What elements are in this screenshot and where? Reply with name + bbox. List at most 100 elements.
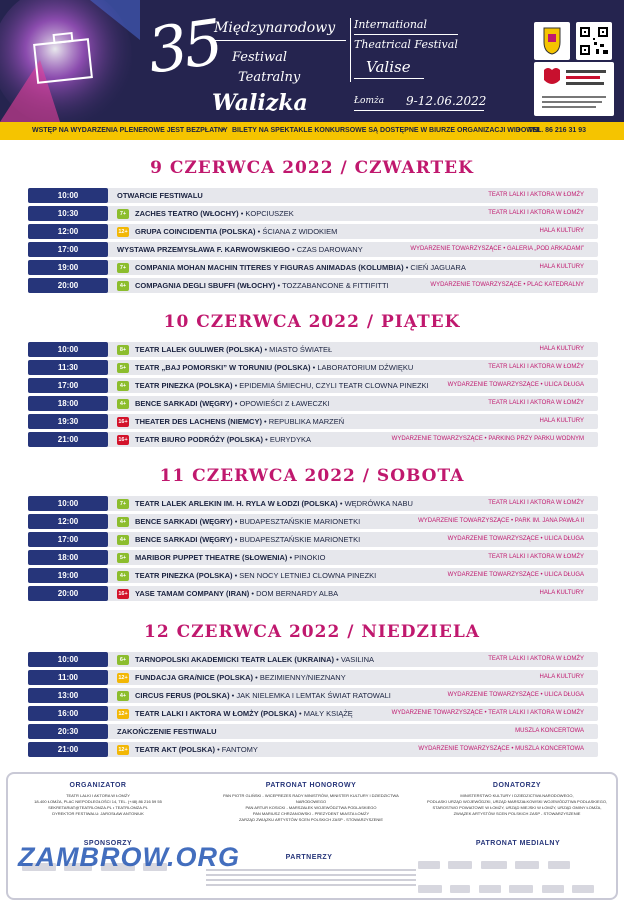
event-company: TEATR PINEZKA (POLSKA) [135, 571, 233, 580]
event-title: FUNDACJA GRA/NICE (POLSKA) • BEZIMIENNY/… [135, 670, 346, 685]
partners-line [206, 874, 416, 876]
schedule-row: 17:00 4+ TEATR PINEZKA (POLSKA) • EPIDEMIA… [28, 378, 598, 393]
schedule-row: 17:00 WYSTAWA PRZEMYSŁAWA F. KARWOWSKIEGO… [28, 242, 598, 257]
media-logo [509, 884, 534, 893]
title-en-underline-2 [354, 78, 424, 79]
partners-line [206, 869, 416, 871]
event-venue: TEATR LALKI I AKTORA W ŁOMŻY [488, 210, 584, 216]
media-heading: PATRONAT MEDIALNY [475, 840, 561, 847]
event-time: 10:30 [28, 206, 108, 221]
event-show: BEZIMIENNY/NIEZNANY [259, 673, 346, 682]
age-rating-badge: 4+ [117, 399, 129, 409]
event-time: 21:00 [28, 742, 108, 757]
title-separator: • [232, 381, 240, 390]
event-title: TEATR LALEK GULIWER (POLSKA) • MIASTO ŚW… [135, 342, 332, 357]
event-company: COMPAGNIA DEGLI SBUFFI (WŁOCHY) [135, 281, 276, 290]
title-separator: • [253, 673, 260, 682]
schedule-row: 20:00 16+ YASE TAMAM COMPANY (IRAN) • DOM … [28, 586, 598, 601]
event-show: SEN NOCY LETNIEJ CLOWNA PINEZKI [239, 571, 377, 580]
event-title: BENCE SARKADI (WĘGRY) • BUDAPESZTAŃSKIE … [135, 532, 360, 547]
event-company: FUNDACJA GRA/NICE (POLSKA) [135, 673, 254, 682]
patronage-line: PAN ARTUR KOSICKI - MARSZAŁEK WOJEWÓDZTW… [245, 805, 377, 810]
media-logo [448, 860, 473, 869]
event-company: ZAKOŃCZENIE FESTIWALU [117, 727, 217, 736]
qr-code-icon [580, 27, 608, 55]
title-separator: • [232, 535, 240, 544]
schedule-row: 19:30 16+ THEATER DES LACHENS (NIEMCY) • R… [28, 414, 598, 429]
header-logos [534, 20, 616, 120]
title-separator: • [403, 263, 411, 272]
event-time: 20:30 [28, 724, 108, 739]
title-separator: • [249, 589, 257, 598]
title-separator: • [287, 553, 295, 562]
sponsors-heading: SPONSORZY [83, 840, 133, 847]
event-show: MIASTO ŚWIATEŁ [269, 345, 333, 354]
day-heading: 12 CZERWCA 2022 / NIEDZIELA [144, 622, 480, 642]
event-show: CZAS DAROWANY [296, 245, 363, 254]
title-separator: • [232, 571, 240, 580]
schedule-row: 10:00 6+ TARNOPOLSKI AKADEMICKI TEATR LALE… [28, 652, 598, 667]
date-underline [354, 110, 484, 111]
schedule-row: 17:00 4+ BENCE SARKADI (WĘGRY) • BUDAPESZT… [28, 532, 598, 547]
event-time: 11:30 [28, 360, 108, 375]
title-separator: • [255, 227, 263, 236]
title-separator: • [229, 691, 237, 700]
age-rating-badge: 16+ [117, 417, 129, 427]
title-separator: • [334, 655, 341, 664]
event-show: EURYDYKA [269, 435, 311, 444]
event-time: 13:00 [28, 688, 108, 703]
event-venue: HALA KULTURY [539, 674, 584, 680]
event-venue: WYDARZENIE TOWARZYSZĄCE • ULICA DŁUGA [447, 382, 584, 388]
event-title: TEATR „BAJ POMORSKI” W TORUNIU (POLSKA) … [135, 360, 413, 375]
event-company: YASE TAMAM COMPANY (IRAN) [135, 589, 250, 598]
event-venue: MUSZLA KONCERTOWA [515, 728, 584, 734]
age-rating-badge: 12+ [117, 673, 129, 683]
title-pl-line4: Walizka [212, 90, 308, 116]
event-venue: WYDARZENIE TOWARZYSZĄCE • MUSZLA KONCERT… [418, 746, 584, 752]
event-title: TEATR LALEK ARLEKIN IM. H. RYLA W ŁODZI … [135, 496, 413, 511]
event-time: 18:00 [28, 550, 108, 565]
footer-sponsors: ORGANIZATOR TEATR LALKI I AKTORA W ŁOMŻY… [6, 772, 618, 900]
event-time: 12:00 [28, 514, 108, 529]
event-title: OTWARCIE FESTIWALU [117, 188, 203, 203]
event-title: COMPANIA MOHAN MACHIN TITERES Y FIGURAS … [135, 260, 466, 275]
title-pl-line2: Festiwal [232, 50, 288, 65]
event-title: TARNOPOLSKI AKADEMICKI TEATR LALEK (UKRA… [135, 652, 374, 667]
festival-dates: 9-12.06.2022 [406, 94, 487, 108]
sponsor-logo [22, 862, 56, 871]
event-time: 12:00 [28, 224, 108, 239]
age-rating-badge: 7+ [117, 499, 129, 509]
event-show: WĘDRÓWKA NABU [344, 499, 413, 508]
donators-heading: DONATORZY [492, 782, 542, 789]
partners-text [206, 866, 416, 889]
age-rating-badge: 4+ [117, 691, 129, 701]
schedule-row: 12:00 12+ GRUPA COINCIDENTIA (POLSKA) • ŚC… [28, 224, 598, 239]
schedule-row: 13:00 4+ CIRCUS FERUS (POLSKA) • JAK NIELE… [28, 688, 598, 703]
patronage-line: ZARZĄD ZWIĄZKU ARTYSTÓW SCEN POLSKICH ZA… [238, 817, 384, 822]
age-rating-badge: 7+ [117, 209, 129, 219]
title-separator: • [337, 499, 345, 508]
sponsor-logos [22, 858, 171, 876]
event-company: MARIBOR PUPPET THEATRE (SŁOWENIA) [135, 553, 288, 562]
title-separator: • [263, 435, 270, 444]
event-venue: HALA KULTURY [539, 346, 584, 352]
title-separator: • [232, 517, 240, 526]
festival-header: 35 Międzynarodowy Festiwal Teatralny Wal… [0, 0, 624, 122]
event-time: 20:00 [28, 278, 108, 293]
event-company: ZACHES TEATRO (WŁOCHY) [135, 209, 239, 218]
event-time: 16:00 [28, 706, 108, 721]
event-venue: HALA KULTURY [539, 418, 584, 424]
event-venue: TEATR LALKI I AKTORA W ŁOMŻY [488, 656, 584, 662]
event-title: WYSTAWA PRZEMYSŁAWA F. KARWOWSKIEGO • CZ… [117, 242, 363, 257]
event-title: TEATR BIURO PODRÓŻY (POLSKA) • EURYDYKA [135, 432, 311, 447]
qr-code[interactable] [576, 22, 612, 60]
donators-line: MINISTERSTWO KULTURY I DZIEDZICTWA NAROD… [460, 793, 574, 798]
day-heading: 9 CZERWCA 2022 / CZWARTEK [150, 158, 474, 178]
event-show: BUDAPESZTAŃSKIE MARIONETKI [239, 517, 361, 526]
event-title: TEATR AKT (POLSKA) • FANTOMY [135, 742, 258, 757]
sponsor-logo [64, 862, 93, 871]
patronage-line: PAN MARIUSZ CHRZANOWSKI - PREZYDENT MIAS… [252, 811, 370, 816]
event-time: 18:00 [28, 396, 108, 411]
info-phone: TEL. 86 216 31 93 [528, 127, 586, 134]
media-logo [515, 860, 540, 869]
